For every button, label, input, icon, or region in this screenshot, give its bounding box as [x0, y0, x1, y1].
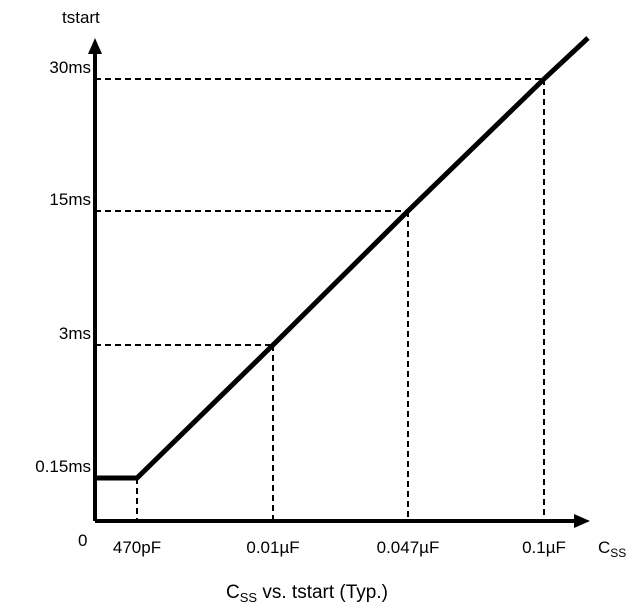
y-tick-label-1: 3ms: [59, 324, 91, 343]
series-group: [95, 36, 590, 481]
y-axis-title: tstart: [62, 8, 100, 27]
series-line: [95, 36, 590, 481]
guide-lines: [95, 78, 545, 521]
x-axis-arrow: [574, 514, 590, 528]
x-axis-title-main: C: [598, 538, 610, 557]
x-tick-label-1: 0.01µF: [246, 538, 299, 557]
x-tick-label-3: 0.1µF: [522, 538, 566, 557]
y-tick-label-0: 0.15ms: [35, 457, 91, 476]
y-tick-label-3: 30ms: [49, 58, 91, 77]
origin-label: 0: [78, 531, 87, 550]
labels: tstart 0 CSS CSS vs. tstart (Typ.): [62, 8, 626, 605]
x-axis-title-sub: SS: [610, 546, 626, 560]
x-tick-label-2: 0.047µF: [377, 538, 440, 557]
axes: [88, 38, 590, 528]
x-tick-label-0: 470pF: [113, 538, 161, 557]
y-axis-arrow: [88, 38, 102, 54]
caption-rest: vs. tstart (Typ.): [257, 582, 388, 603]
y-tick-label-2: 15ms: [49, 190, 91, 209]
caption-main: C: [226, 582, 240, 603]
x-axis-title: CSS: [598, 538, 626, 560]
caption-sub: SS: [240, 590, 258, 605]
tick-labels: 470pF 0.01µF 0.047µF 0.1µF 0.15ms 3ms 15ms 30ms: [35, 58, 566, 557]
chart-caption: CSS vs. tstart (Typ.): [226, 582, 388, 605]
